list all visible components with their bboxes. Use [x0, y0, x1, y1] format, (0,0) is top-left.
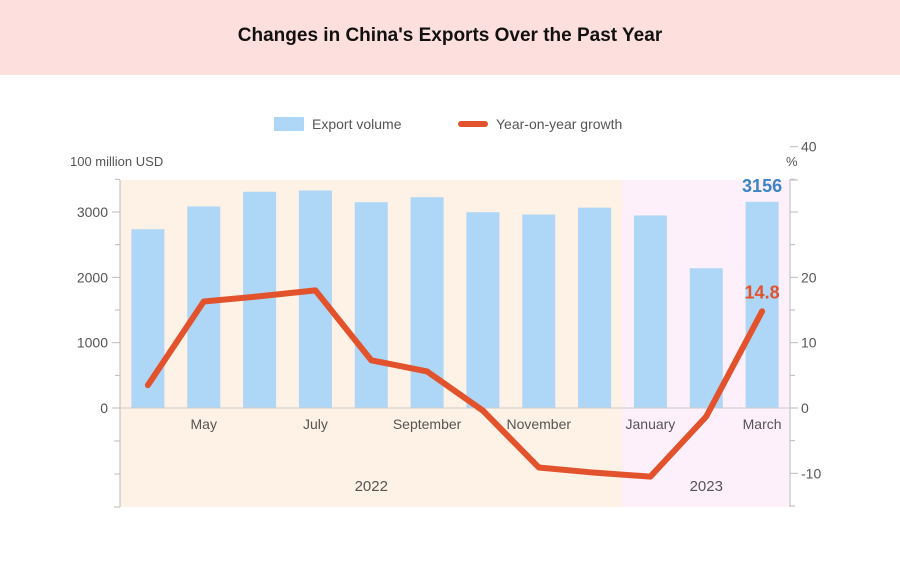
growth-point-february — [703, 413, 709, 419]
title-band — [0, 0, 900, 75]
bar-july — [298, 190, 332, 408]
right-tick-label: -10 — [801, 465, 821, 481]
bar-january — [633, 215, 667, 408]
growth-point-april — [145, 382, 151, 388]
right-tick-label: 20 — [801, 269, 817, 285]
bar-november — [522, 214, 556, 408]
left-tick-label: 3000 — [77, 204, 108, 220]
left-tick-label: 2000 — [77, 269, 108, 285]
legend-line-swatch — [458, 121, 488, 127]
growth-point-december — [592, 470, 598, 476]
growth-point-march — [759, 308, 765, 314]
legend-export-volume: Export volume — [274, 116, 401, 132]
x-tick-label-july: July — [303, 416, 328, 432]
chart-title: Changes in China's Exports Over the Past… — [237, 25, 663, 46]
growth-point-july — [312, 287, 318, 293]
bar-value-label: 3156 — [742, 176, 782, 196]
x-tick-label-march: March — [743, 416, 782, 432]
left-tick-label: 1000 — [77, 335, 108, 351]
x-tick-label-september: September — [393, 416, 462, 432]
right-tick-label: 10 — [801, 335, 817, 351]
growth-point-january — [647, 474, 653, 480]
bar-april — [131, 229, 165, 408]
growth-line — [144, 287, 766, 480]
year-label-2022: 2022 — [355, 478, 388, 495]
bar-august — [354, 202, 388, 408]
growth-value-label: 14.8 — [745, 282, 780, 302]
growth-point-may — [201, 299, 207, 305]
bar-october — [466, 212, 500, 408]
legend-yoy-growth: Year-on-year growth — [458, 116, 622, 132]
legend-bar-label: Export volume — [312, 116, 402, 132]
bar-march — [745, 201, 779, 408]
growth-point-october — [480, 408, 486, 414]
bar-may — [187, 206, 221, 408]
x-tick-label-january: January — [626, 416, 676, 432]
right-tick-label: 0 — [801, 400, 809, 416]
left-tick-label: 0 — [100, 400, 108, 416]
right-tick-label: 40 — [801, 139, 817, 155]
legend-line-label: Year-on-year growth — [496, 116, 623, 132]
growth-point-june — [257, 293, 263, 299]
legend-bar-swatch — [274, 117, 304, 131]
growth-point-september — [424, 368, 430, 374]
right-axis-title: % — [786, 154, 798, 169]
year-label-2023: 2023 — [690, 478, 723, 495]
growth-point-august — [368, 357, 374, 363]
x-tick-label-november: November — [506, 416, 571, 432]
growth-point-november — [536, 464, 542, 470]
x-tick-label-may: May — [191, 416, 217, 432]
bar-february — [689, 268, 723, 408]
left-axis-title: 100 million USD — [70, 154, 163, 169]
bar-december — [578, 207, 612, 408]
